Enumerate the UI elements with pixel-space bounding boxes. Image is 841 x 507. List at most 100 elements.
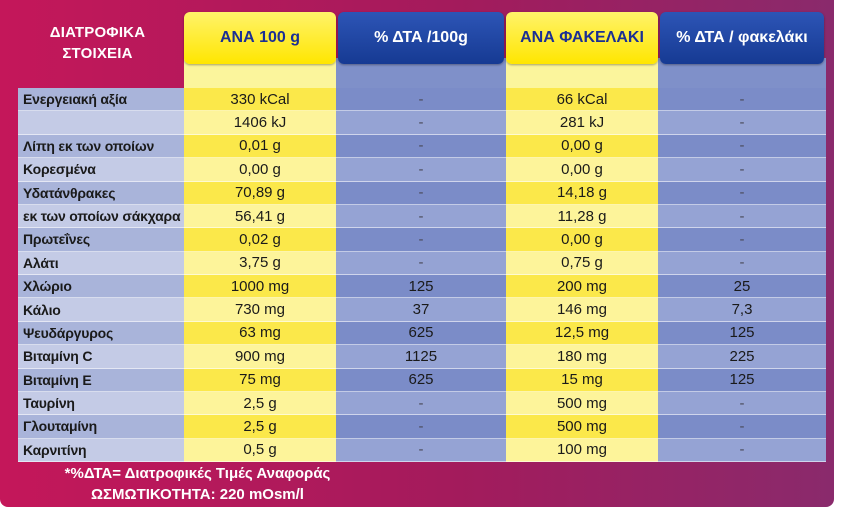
- dta-per-100g: -: [336, 134, 506, 159]
- value-per-100g: 0,02 g: [184, 228, 336, 252]
- dta-per-sachet: -: [658, 228, 826, 252]
- table-row: εκ των οποίων σάκχαρα 56,41 g -11,28 g-: [18, 204, 826, 229]
- value-per-100g: 2,5 g: [184, 391, 336, 416]
- dta-per-100g: -: [336, 158, 506, 182]
- table-row: Κάλιο 730 mg 37 146 mg 7,3: [18, 298, 826, 322]
- value-per-100g: 2,5 g: [184, 415, 336, 439]
- table-row: Γλουταμίνη 2,5 g -500 mg -: [18, 415, 826, 439]
- value-per-sachet: 281 kJ: [506, 111, 658, 135]
- table-row: Καρνιτίνη 0,5 g -100 mg -: [18, 438, 826, 462]
- value-per-sachet: 14,18 g: [506, 181, 658, 205]
- dta-per-100g: -: [336, 228, 506, 252]
- dta-per-100g: 625: [336, 368, 506, 392]
- column-header-dta-sachet: % ΔΤΑ / φακελάκι: [660, 12, 824, 64]
- value-per-100g: 75 mg: [184, 368, 336, 392]
- dta-per-sachet: -: [658, 88, 826, 112]
- value-per-sachet: 15 mg: [506, 368, 658, 392]
- row-label: Λίπη εκ των οποίων: [18, 134, 184, 159]
- row-label: Χλώριο: [18, 275, 184, 299]
- table-row: 1406 kJ -281 kJ -: [18, 111, 826, 135]
- dta-per-100g: -: [336, 415, 506, 439]
- dta-per-sachet: 7,3: [658, 298, 826, 322]
- value-per-100g: 56,41 g: [184, 204, 336, 229]
- dta-per-sachet: 125: [658, 368, 826, 392]
- value-per-100g: 900 mg: [184, 345, 336, 369]
- osmolality-note: ΩΣΜΩΤΙΚΟΤΗΤΑ: 220 mOsm/l: [91, 486, 304, 503]
- row-label: εκ των οποίων σάκχαρα: [18, 204, 184, 229]
- table-row: Βιταμίνη C 900 mg 1125 180 mg 225: [18, 345, 826, 369]
- dta-per-sachet: -: [658, 438, 826, 462]
- row-label: Ψευδάργυρος: [18, 321, 184, 346]
- table-row: Βιταμίνη E 75 mg 625 15 mg 125: [18, 368, 826, 392]
- dta-per-sachet: 25: [658, 275, 826, 299]
- value-per-100g: 730 mg: [184, 298, 336, 322]
- table-row: Χλώριο 1000 mg 125 200 mg 25: [18, 275, 826, 299]
- row-label: [18, 111, 184, 135]
- value-per-sachet: 500 mg: [506, 415, 658, 439]
- column-header-per-100g: ΑΝΑ 100 g: [184, 12, 336, 64]
- dta-per-sachet: -: [658, 158, 826, 182]
- value-per-100g: 0,5 g: [184, 438, 336, 462]
- value-per-sachet: 12,5 mg: [506, 321, 658, 346]
- dta-per-sachet: -: [658, 134, 826, 159]
- row-label: Κάλιο: [18, 298, 184, 322]
- table-row: Ταυρίνη 2,5 g -500 mg -: [18, 391, 826, 416]
- value-per-100g: 0,00 g: [184, 158, 336, 182]
- value-per-sachet: 180 mg: [506, 345, 658, 369]
- value-per-sachet: 100 mg: [506, 438, 658, 462]
- dta-per-100g: -: [336, 391, 506, 416]
- table-row: Πρωτεΐνες 0,02 g -0,00 g-: [18, 228, 826, 252]
- row-label: Καρνιτίνη: [18, 438, 184, 462]
- value-per-sachet: 0,00 g: [506, 134, 658, 159]
- dta-per-sachet: -: [658, 111, 826, 135]
- dta-per-100g: 125: [336, 275, 506, 299]
- dta-per-sachet: -: [658, 391, 826, 416]
- dta-per-sachet: -: [658, 415, 826, 439]
- value-per-sachet: 66 kCal: [506, 88, 658, 112]
- value-per-100g: 3,75 g: [184, 251, 336, 275]
- dta-per-100g: -: [336, 181, 506, 205]
- value-per-100g: 330 kCal: [184, 88, 336, 112]
- row-label: Βιταμίνη C: [18, 345, 184, 369]
- dta-per-sachet: 125: [658, 321, 826, 346]
- value-per-sachet: 146 mg: [506, 298, 658, 322]
- dta-per-100g: -: [336, 438, 506, 462]
- table-row: Ενεργειακή αξία 330 kCal -66 kCal -: [18, 88, 826, 112]
- value-per-sachet: 0,00 g: [506, 158, 658, 182]
- header-label: ΔΙΑΤΡΟΦΙΚΑ ΣΤΟΙΧΕΙΑ: [49, 24, 146, 62]
- row-label: Υδατάνθρακες: [18, 181, 184, 205]
- dta-per-100g: -: [336, 251, 506, 275]
- value-per-sachet: 200 mg: [506, 275, 658, 299]
- value-per-100g: 63 mg: [184, 321, 336, 346]
- value-per-100g: 1406 kJ: [184, 111, 336, 135]
- value-per-sachet: 0,75 g: [506, 251, 658, 275]
- value-per-sachet: 500 mg: [506, 391, 658, 416]
- row-label: Κορεσμένα: [18, 158, 184, 182]
- nutrition-table: Ενεργειακή αξία 330 kCal -66 kCal -1406 kJ -…: [18, 88, 826, 462]
- row-label: Γλουταμίνη: [18, 415, 184, 439]
- value-per-100g: 1000 mg: [184, 275, 336, 299]
- row-label: Βιταμίνη E: [18, 368, 184, 392]
- dta-per-100g: 37: [336, 298, 506, 322]
- row-label: Πρωτεΐνες: [18, 228, 184, 252]
- dta-per-sachet: 225: [658, 345, 826, 369]
- footnote: *%ΔΤΑ= Διατροφικές Τιμές Αναφοράς: [64, 465, 331, 482]
- column-header-per-sachet: ΑΝΑ ΦΑΚΕΛΑΚΙ: [506, 12, 658, 64]
- row-label: Ταυρίνη: [18, 391, 184, 416]
- dta-per-sachet: -: [658, 181, 826, 205]
- dta-per-100g: -: [336, 204, 506, 229]
- row-label: Αλάτι: [18, 251, 184, 275]
- dta-per-100g: 625: [336, 321, 506, 346]
- dta-per-100g: -: [336, 88, 506, 112]
- table-row: Ψευδάργυρος 63 mg 625 12,5 mg 125: [18, 321, 826, 346]
- value-per-100g: 70,89 g: [184, 181, 336, 205]
- table-row: Υδατάνθρακες 70,89 g -14,18 g-: [18, 181, 826, 205]
- row-label: Ενεργειακή αξία: [18, 88, 184, 112]
- table-row: Λίπη εκ των οποίων 0,01 g -0,00 g-: [18, 134, 826, 159]
- table-row: Αλάτι 3,75 g -0,75 g-: [18, 251, 826, 275]
- column-header-dta-100g: % ΔΤΑ /100g: [338, 12, 504, 64]
- value-per-sachet: 0,00 g: [506, 228, 658, 252]
- dta-per-100g: 1125: [336, 345, 506, 369]
- dta-per-sachet: -: [658, 251, 826, 275]
